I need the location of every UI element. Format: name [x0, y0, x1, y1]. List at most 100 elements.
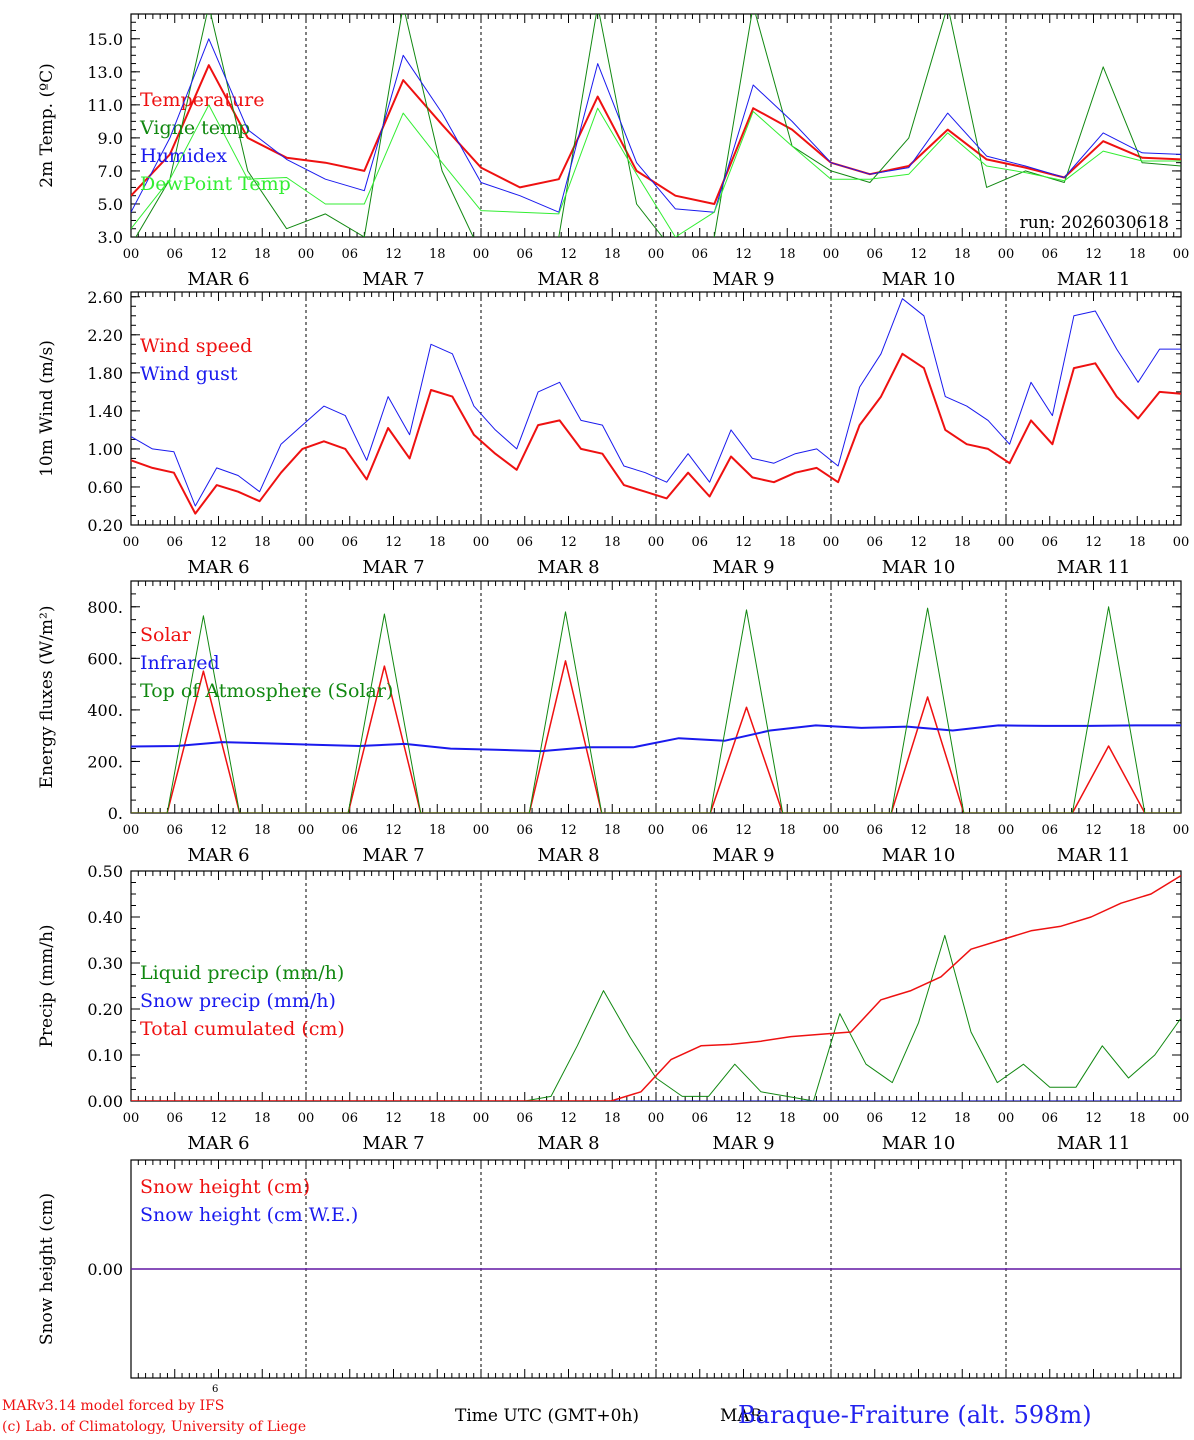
x-tick-label: 18	[779, 823, 796, 838]
day-label: MAR 8	[537, 269, 599, 290]
x-tick-label: 00	[298, 535, 315, 550]
x-tick-label: 06	[516, 535, 533, 550]
x-tick-label: 00	[823, 1111, 840, 1126]
x-tick-label: 12	[1085, 535, 1102, 550]
series-line	[131, 38, 1181, 213]
series-line	[135, 14, 1181, 237]
x-tick-label: 18	[604, 1111, 621, 1126]
series-line	[131, 64, 1181, 205]
x-tick-label: 00	[1173, 247, 1190, 262]
x-tick-label: 00	[823, 823, 840, 838]
day-label: MAR 7	[362, 1133, 424, 1154]
day-label: MAR 8	[537, 845, 599, 866]
y-tick-label: 0.00	[87, 1260, 123, 1279]
x-tick-label: 18	[254, 1111, 271, 1126]
x-tick-label: 00	[998, 1111, 1015, 1126]
series-line	[131, 352, 1181, 515]
y-axis-label: Precip (mm/h)	[37, 924, 57, 1047]
x-tick-label: 00	[823, 247, 840, 262]
x-tick-label: 18	[779, 535, 796, 550]
day-label: MAR 6	[187, 557, 249, 578]
x-tick-label: 06	[166, 1111, 183, 1126]
legend-entry: Wind gust	[140, 363, 238, 385]
x-tick-label: 12	[385, 823, 402, 838]
y-tick-label: 0.	[108, 804, 123, 823]
x-tick-label: 06	[166, 535, 183, 550]
x-tick-label: 06	[866, 247, 883, 262]
legend-entry: Infrared	[140, 652, 220, 674]
y-tick-label: 1.80	[87, 364, 123, 383]
x-tick-label: 06	[341, 535, 358, 550]
y-tick-label: 13.0	[87, 63, 123, 82]
x-tick-label: 00	[298, 823, 315, 838]
legend-entry: DewPoint Temp	[140, 173, 291, 195]
legend-entry: Snow height (cm)	[140, 1176, 310, 1198]
y-tick-label: 9.0	[98, 129, 123, 148]
day-label: MAR 7	[362, 557, 424, 578]
x-tick-label: 00	[123, 535, 140, 550]
x-tick-label: 18	[429, 535, 446, 550]
x-tick-label: 06	[341, 1111, 358, 1126]
x-tick-label: 06	[341, 247, 358, 262]
day-label: MAR 11	[1057, 557, 1131, 578]
legend-entry: Solar	[140, 624, 192, 646]
y-tick-label: 15.0	[87, 30, 123, 49]
x-tick-label: 18	[1129, 1111, 1146, 1126]
day-label: MAR 10	[882, 269, 956, 290]
legend-entry: Total cumulated (cm)	[140, 1018, 345, 1040]
x-tick-label: 00	[473, 535, 490, 550]
y-axis-label: 2m Temp. (ºC)	[37, 63, 57, 188]
x-tick-label: 12	[560, 247, 577, 262]
small-day-label: MAR	[720, 1406, 763, 1426]
legend-entry: Humidex	[140, 145, 227, 167]
x-tick-label: 00	[648, 823, 665, 838]
y-tick-label: 800.	[87, 598, 123, 617]
x-tick-label: 18	[254, 535, 271, 550]
x-tick-label: 12	[210, 823, 227, 838]
x-tick-label: 06	[866, 535, 883, 550]
x-tick-label: 18	[604, 535, 621, 550]
x-tick-label: 00	[998, 247, 1015, 262]
x-tick-label: 12	[560, 535, 577, 550]
x-tick-label: 00	[648, 1111, 665, 1126]
x-tick-label: 12	[910, 823, 927, 838]
y-tick-label: 200.	[87, 752, 123, 771]
x-tick-label: 12	[210, 535, 227, 550]
x-tick-label: 00	[473, 247, 490, 262]
time-axis-label: Time UTC (GMT+0h)	[455, 1406, 640, 1426]
day-label: MAR 9	[712, 1133, 774, 1154]
x-tick-label: 18	[254, 247, 271, 262]
series-line	[131, 934, 1181, 1101]
series-line	[131, 724, 1181, 753]
x-tick-label: 00	[998, 823, 1015, 838]
x-tick-label: 00	[648, 535, 665, 550]
x-tick-label: 00	[473, 1111, 490, 1126]
x-tick-label: 18	[254, 823, 271, 838]
x-tick-label: 00	[298, 247, 315, 262]
x-tick-label: 18	[954, 823, 971, 838]
day-label: MAR 8	[537, 1133, 599, 1154]
y-tick-label: 5.0	[98, 195, 123, 214]
y-tick-label: 0.20	[87, 1000, 123, 1019]
y-tick-label: 600.	[87, 649, 123, 668]
x-tick-label: 12	[1085, 1111, 1102, 1126]
series-line	[131, 104, 1181, 237]
x-tick-label: 06	[691, 823, 708, 838]
x-tick-label: 00	[123, 1111, 140, 1126]
legend-entry: Top of Atmosphere (Solar)	[140, 680, 393, 702]
x-tick-label: 18	[954, 535, 971, 550]
y-tick-label: 3.0	[98, 228, 123, 247]
x-tick-label: 18	[779, 247, 796, 262]
y-tick-label: 0.50	[87, 862, 123, 881]
y-tick-label: 1.40	[87, 402, 123, 421]
x-tick-label: 06	[866, 1111, 883, 1126]
day-label: MAR 11	[1057, 269, 1131, 290]
x-tick-label: 00	[648, 247, 665, 262]
day-label: MAR 6	[187, 1133, 249, 1154]
x-tick-label: 12	[1085, 247, 1102, 262]
legend-entry: Temperature	[140, 89, 264, 111]
y-tick-label: 0.40	[87, 908, 123, 927]
x-tick-label: 00	[1173, 535, 1190, 550]
x-tick-label: 18	[954, 247, 971, 262]
x-tick-label: 06	[516, 1111, 533, 1126]
